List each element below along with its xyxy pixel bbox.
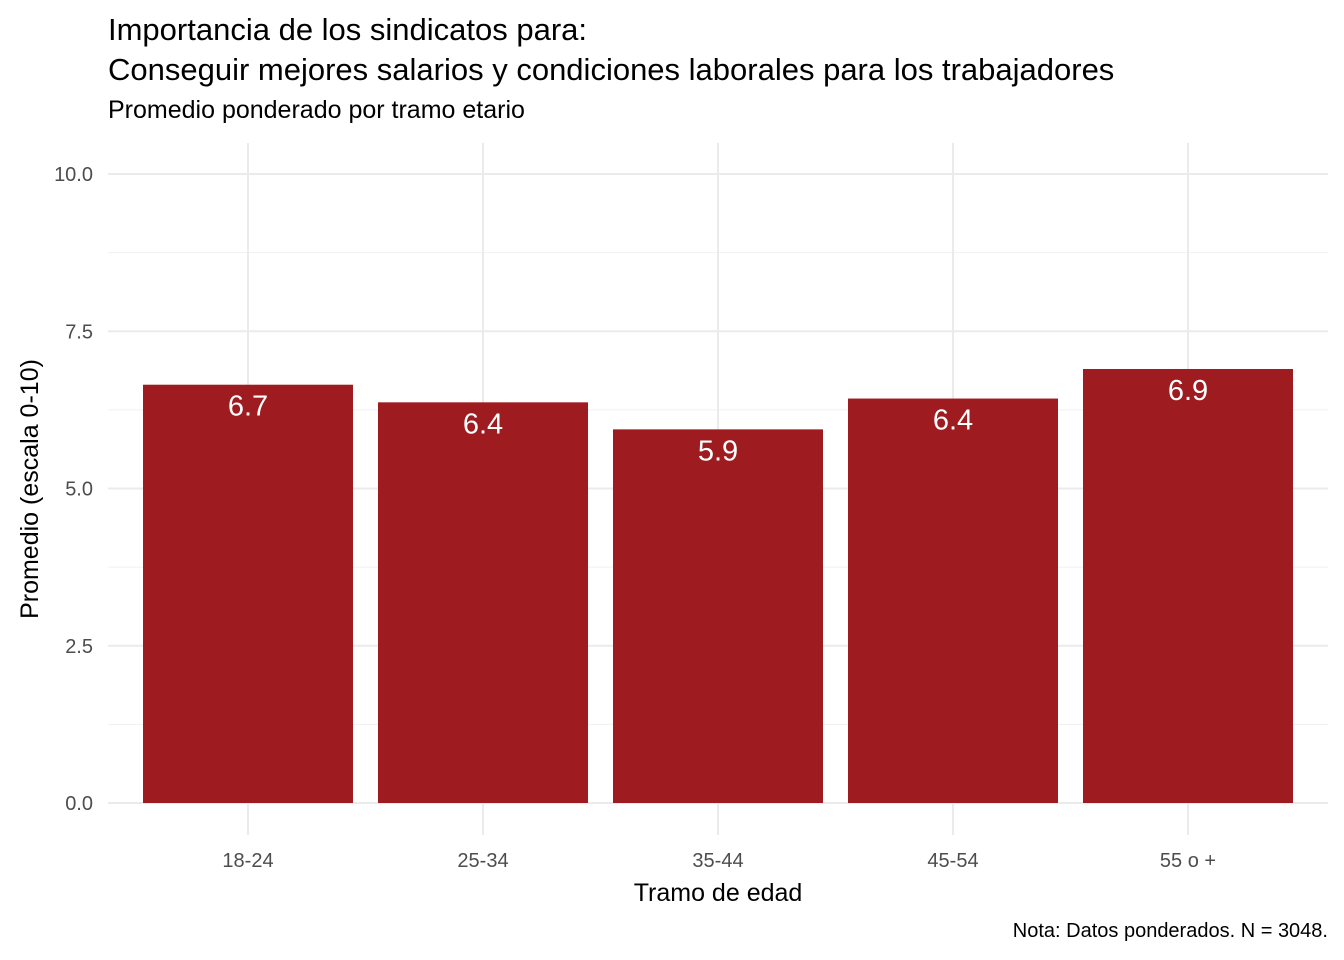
- x-axis-title: Tramo de edad: [634, 879, 803, 907]
- y-tick-label: 2.5: [65, 636, 93, 658]
- bar-35-44: [613, 429, 823, 803]
- bar-value-label: 6.4: [933, 405, 973, 437]
- x-tick-label: 25-34: [457, 850, 508, 872]
- x-tick-label: 45-54: [927, 850, 978, 872]
- chart-subtitle: Promedio ponderado por tramo etario: [108, 96, 525, 124]
- bar-25-34: [378, 402, 588, 803]
- bar-45-54: [848, 398, 1058, 803]
- bars: [143, 368, 1293, 803]
- chart-title: Importancia de los sindicatos para: Cons…: [108, 10, 1114, 90]
- bar-value-label: 5.9: [698, 435, 738, 467]
- y-axis-tick-labels: 0.0 2.5 5.0 7.5 10.0: [54, 164, 93, 815]
- bar-value-label: 6.7: [228, 391, 268, 423]
- bar-value-label: 6.4: [463, 408, 503, 440]
- chart-title-line-2: Conseguir mejores salarios y condiciones…: [108, 52, 1115, 87]
- y-tick-label: 7.5: [65, 321, 93, 343]
- x-tick-label: 18-24: [222, 850, 273, 872]
- y-axis-title: Promedio (escala 0-10): [16, 359, 44, 619]
- x-axis-tick-labels: 18-24 25-34 35-44 45-54 55 o +: [222, 850, 1216, 872]
- bar-value-labels: 6.7 6.4 5.9 6.4 6.9: [228, 375, 1208, 467]
- y-tick-label: 5.0: [65, 479, 93, 501]
- y-tick-label: 10.0: [54, 164, 93, 186]
- bar-18-24: [143, 384, 353, 803]
- bar-55-o: [1083, 368, 1293, 803]
- y-tick-label: 0.0: [65, 793, 93, 815]
- bar-value-label: 6.9: [1168, 375, 1208, 407]
- chart-caption: Nota: Datos ponderados. N = 3048.: [1012, 920, 1328, 942]
- chart-title-line-1: Importancia de los sindicatos para:: [108, 12, 588, 47]
- x-tick-label: 35-44: [692, 850, 743, 872]
- x-tick-label: 55 o +: [1160, 850, 1216, 872]
